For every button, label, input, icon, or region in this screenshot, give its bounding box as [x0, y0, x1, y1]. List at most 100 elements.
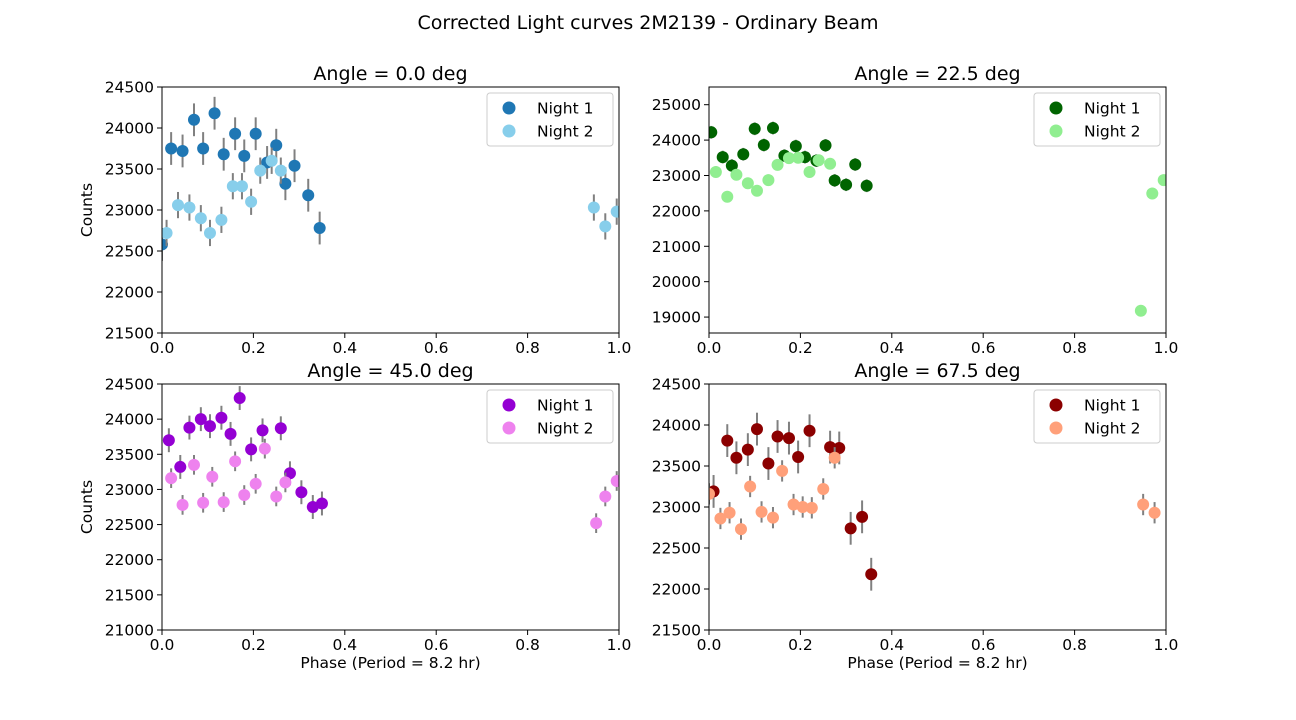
y-tick-label: 22000 [105, 551, 154, 569]
data-point [217, 496, 230, 509]
data-point [176, 498, 189, 511]
data-point [215, 213, 228, 226]
data-point [206, 470, 219, 483]
data-point [737, 148, 750, 161]
data-point [844, 522, 857, 535]
data-point [1134, 304, 1147, 317]
data-point [762, 174, 775, 187]
x-tick-label: 0.4 [879, 339, 904, 357]
data-point [734, 523, 747, 536]
data-point [819, 139, 832, 152]
y-tick-label: 20000 [652, 273, 701, 291]
data-point [187, 458, 200, 471]
data-point [270, 490, 283, 503]
data-point [860, 179, 873, 192]
y-tick-label: 19000 [652, 309, 701, 327]
data-point [792, 450, 805, 463]
x-tick-label: 0.6 [424, 636, 449, 654]
y-axis-label: Counts [78, 183, 96, 237]
x-tick-label: 0.2 [788, 636, 813, 654]
data-point [789, 140, 802, 153]
x-tick-label: 0.0 [697, 636, 722, 654]
y-tick-label: 23500 [652, 458, 701, 476]
legend-label: Night 1 [1084, 100, 1140, 118]
legend-marker [502, 398, 516, 412]
data-point [730, 451, 743, 464]
subplot-4: Angle = 67.5 deg 0.0 0.2 0.4 0.6 0.8 1.0 21500 2… [652, 360, 1179, 672]
data-point [803, 165, 816, 178]
data-point [709, 165, 722, 178]
data-point [771, 158, 784, 171]
legend-marker [502, 421, 516, 435]
data-point [805, 501, 818, 514]
data-point [165, 472, 178, 485]
y-tick-label: 23000 [105, 481, 154, 499]
data-point [599, 490, 612, 503]
axes-frame [708, 86, 1167, 334]
data-point [187, 113, 200, 126]
x-tick-label: 0.4 [879, 636, 904, 654]
legend-label: Night 2 [1084, 123, 1140, 141]
legend-box [1033, 389, 1161, 444]
y-tick-label: 21000 [105, 622, 154, 640]
data-point [258, 442, 271, 455]
data-point [162, 226, 173, 239]
data-point [274, 164, 287, 177]
data-point [249, 127, 262, 140]
data-point [279, 177, 292, 190]
series-night-2 [165, 438, 619, 534]
data-point [750, 423, 763, 436]
y-tick-label: 22000 [652, 581, 701, 599]
data-point [226, 180, 239, 193]
subplot-title: Angle = 0.0 deg [313, 63, 467, 85]
data-point [709, 487, 715, 500]
data-point [165, 142, 178, 155]
data-point [587, 201, 600, 214]
data-point [590, 517, 603, 530]
series-night-1 [709, 412, 878, 591]
data-point [203, 226, 216, 239]
data-point [1146, 187, 1159, 200]
data-point [245, 195, 258, 208]
legend-label: Night 1 [537, 397, 593, 415]
x-tick-label: 0.6 [971, 339, 996, 357]
data-point [1148, 506, 1161, 519]
data-point [265, 154, 278, 167]
legend-marker [502, 101, 516, 115]
y-tick-label: 24000 [652, 132, 701, 150]
data-point [741, 443, 754, 456]
x-tick-label: 0.2 [241, 636, 266, 654]
subplot-2: Angle = 22.5 deg 0.0 0.2 0.4 0.6 0.8 1.0 19000 2… [652, 63, 1179, 357]
x-tick-label: 0.4 [332, 636, 357, 654]
data-point [865, 568, 878, 581]
data-layer [162, 96, 619, 261]
x-tick-label: 0.0 [150, 339, 175, 357]
data-point [828, 451, 841, 464]
data-point [610, 205, 619, 218]
data-point [762, 457, 775, 470]
figure-title: Corrected Light curves 2M2139 - Ordinary… [418, 12, 879, 34]
data-point [824, 441, 837, 454]
legend-label: Night 1 [537, 100, 593, 118]
legend-marker [1049, 398, 1063, 412]
data-point [812, 154, 825, 167]
data-point [755, 505, 768, 518]
y-axis-label: Counts [78, 480, 96, 534]
data-point [235, 180, 248, 193]
data-point [776, 464, 789, 477]
y-tick-label: 24500 [105, 376, 154, 394]
y-tick-label: 22500 [105, 243, 154, 261]
data-point [174, 460, 187, 473]
data-point [803, 424, 816, 437]
data-layer [162, 386, 619, 534]
y-tick-label: 23000 [652, 499, 701, 517]
legend-marker [1049, 101, 1063, 115]
data-point [757, 139, 770, 152]
data-point [238, 489, 251, 502]
data-point [295, 486, 308, 499]
data-point [203, 420, 216, 433]
data-point [197, 496, 210, 509]
x-tick-label: 0.8 [1062, 636, 1087, 654]
data-point [283, 467, 296, 480]
data-point [771, 430, 784, 443]
